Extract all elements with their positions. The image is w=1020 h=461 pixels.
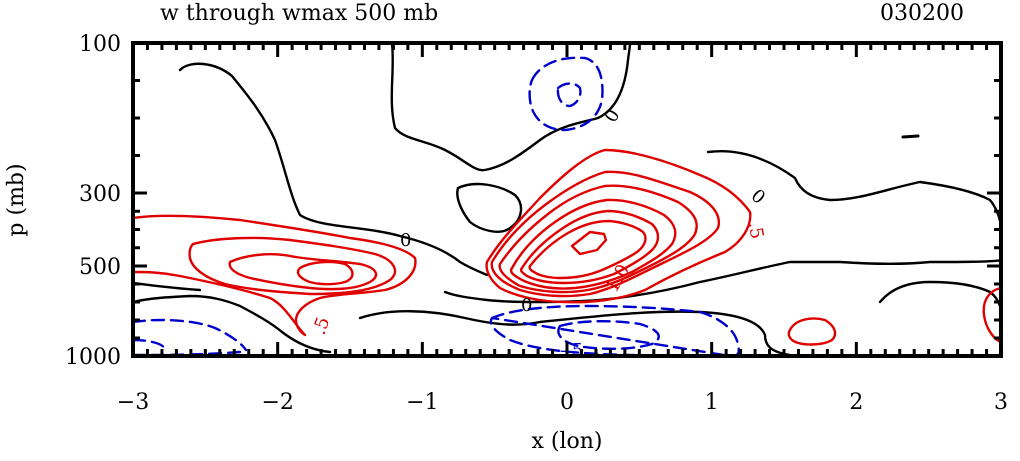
x-tick-labels: −3 −2 −1 0 1 2 3 — [117, 390, 1008, 415]
positive-contour-center-3 — [498, 184, 698, 294]
contour-lines — [133, 43, 1001, 356]
x-axis-label: x (lon) — [531, 429, 602, 454]
negative-contour-top-inner — [556, 82, 582, 108]
positive-contour-center-2 — [490, 170, 721, 298]
zero-contour-left-low — [133, 294, 332, 354]
zero-contour-mid-shelf — [456, 182, 523, 233]
x-tick-label: −3 — [117, 390, 149, 415]
negative-contour-left-inner — [133, 338, 167, 352]
contour-label-zero-bottom: 0 — [521, 295, 532, 316]
y-tick-label: 100 — [79, 32, 121, 57]
zero-contour-bottom — [358, 310, 792, 356]
positive-contour-left-4 — [296, 260, 354, 286]
positive-contours — [133, 148, 1001, 346]
positive-contour-center-outer — [485, 148, 752, 304]
positive-contour-right-low — [787, 317, 837, 346]
positive-contour-center-6 — [528, 219, 647, 280]
y-tick-label: 1000 — [65, 345, 121, 370]
time-label: 030200 — [880, 1, 964, 26]
zero-contour-top-left — [178, 62, 489, 277]
chart-title: w through wmax 500 mb — [160, 1, 438, 26]
positive-contour-left-2 — [188, 236, 397, 296]
contour-label-zero-right: 0 — [747, 185, 769, 208]
negative-contour-bottom-inner — [557, 320, 660, 350]
zero-contour-small-mark — [901, 134, 920, 139]
major-ticks — [131, 41, 1003, 358]
positive-contour-center-5 — [519, 209, 660, 285]
negative-contour-top-outer — [528, 56, 604, 132]
y-tick-label: 300 — [79, 182, 121, 207]
minor-ticks — [133, 43, 1001, 356]
contour-label-zero-top: 0 — [601, 106, 625, 126]
x-tick-label: −2 — [261, 390, 293, 415]
positive-contour-center-4 — [509, 198, 677, 290]
contour-label-half-left: .5 — [309, 314, 335, 337]
positive-contour-left-3 — [228, 253, 378, 291]
y-axis-label: p (mb) — [4, 163, 29, 236]
x-tick-label: 0 — [560, 390, 574, 415]
positive-contour-right-edge — [982, 286, 1001, 344]
x-tick-label: −1 — [406, 390, 438, 415]
zero-contour-right-upper — [443, 150, 1001, 304]
x-tick-label: 3 — [994, 390, 1008, 415]
plot-frame — [131, 41, 1003, 358]
contour-label-half-right: .5 — [744, 220, 768, 241]
x-tick-label: 1 — [705, 390, 719, 415]
contour-label-zero-left: 0 — [400, 230, 411, 251]
positive-contour-center-max — [570, 230, 608, 256]
x-tick-label: 2 — [849, 390, 863, 415]
y-tick-label: 500 — [79, 255, 121, 280]
zero-contour-lower-left-corner — [133, 281, 202, 292]
zero-contour-top-middle — [390, 43, 632, 172]
y-tick-labels: 100 300 500 1000 — [65, 32, 121, 370]
positive-contour-left-outer — [133, 214, 417, 337]
